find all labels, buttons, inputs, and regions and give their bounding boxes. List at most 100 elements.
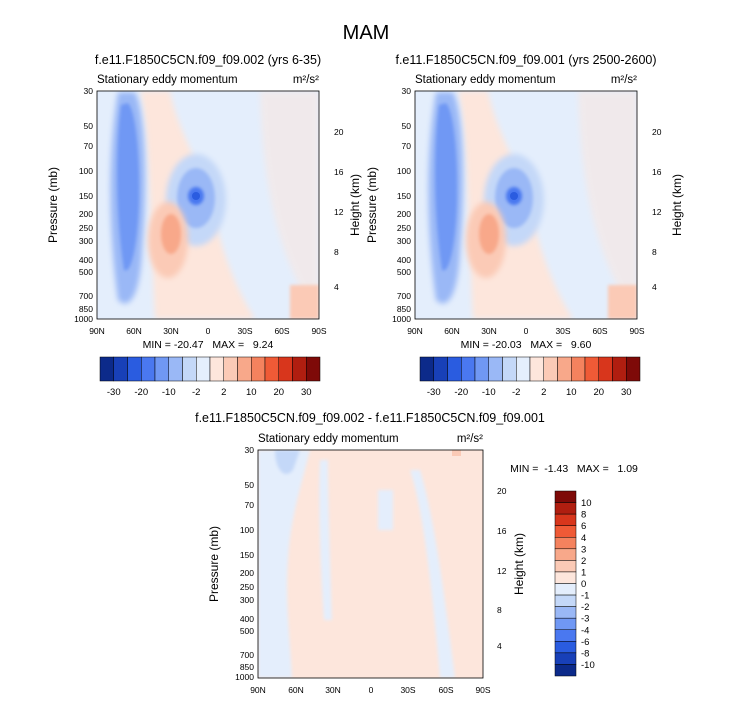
- colorbar-1-cell: [168, 356, 183, 382]
- panel-1-ytick-label: 700: [79, 291, 93, 301]
- panel-1-negative-jet-north-core: [117, 103, 140, 271]
- panel-1-ytick-label: 500: [79, 267, 93, 277]
- panel-1-ytick-label: 1000: [74, 314, 93, 324]
- colorbar-2-cell: [447, 356, 462, 382]
- panel-2-ytick-label: 30: [402, 86, 412, 96]
- colorbar-1-label: 30: [301, 387, 312, 398]
- panel-2-ytick-label: 200: [397, 209, 411, 219]
- colorbar-1-cell: [264, 356, 279, 382]
- panel-1-height-label: 8: [334, 247, 339, 257]
- colorbar-2-label: -2: [512, 387, 520, 398]
- panel-3-height-labels: 4 8 12 16 20: [497, 486, 507, 651]
- colorbar-2-label: 30: [621, 387, 632, 398]
- panel-3-ytick-label: 250: [240, 582, 254, 592]
- panel-1-ylabel-right: Height (km): [348, 174, 362, 236]
- panel-1-ytick-label: 50: [84, 121, 94, 131]
- panel-3-negative-streak-mid: [319, 460, 332, 620]
- panel-2-height-label: 12: [652, 207, 662, 217]
- colorbar-3-cell: [554, 606, 577, 619]
- panel-1-positive-band-south: [260, 91, 319, 319]
- panel-3-xtick-label: 60N: [288, 685, 304, 695]
- panel-2-negative-jet-north-core: [435, 103, 458, 271]
- colorbar-2: -30 -20 -10 -2 2 10 20 30: [419, 356, 641, 398]
- colorbar-1-label: 2: [221, 387, 226, 398]
- panel-1-ytick-labels: 30 50 70 100 150 200 250 300 400 500 700…: [74, 86, 93, 324]
- panel-1-surface-positive: [290, 285, 319, 319]
- colorbar-1-cell: [223, 356, 238, 382]
- colorbar-2-cell: [502, 356, 517, 382]
- panel-1-xtick-label: 60S: [274, 326, 289, 336]
- colorbar-2-label: -20: [454, 387, 468, 398]
- panel-1-positive-lobe-core: [161, 214, 181, 254]
- panel-3-ytick-label: 400: [240, 614, 254, 624]
- panel-3-contour-field: [258, 450, 483, 678]
- panel-2-ytick-label: 70: [402, 141, 412, 151]
- panel-3-positive-dot: [452, 450, 461, 456]
- panel-2-ytick-label: 150: [397, 191, 411, 201]
- figure-title: MAM: [343, 22, 390, 44]
- colorbar-3-cell: [554, 490, 577, 503]
- colorbar-2-cell: [529, 356, 544, 382]
- panel-2-xtick-label: 90S: [629, 326, 644, 336]
- panel-1-ytick-label: 150: [79, 191, 93, 201]
- panel-3-left-label: Stationary eddy momentum: [258, 433, 399, 445]
- panel-2-ytick-label: 1000: [392, 314, 411, 324]
- colorbar-3-label: -6: [581, 637, 589, 648]
- panel-1-xtick-label: 30S: [237, 326, 252, 336]
- colorbar-3-label: -1: [581, 591, 589, 602]
- colorbar-3-label: 0: [581, 579, 586, 590]
- panel-1-ytick-label: 30: [84, 86, 94, 96]
- colorbar-3-cell: [554, 641, 577, 654]
- colorbar-1-cell: [292, 356, 307, 382]
- colorbar-3-label: -2: [581, 602, 589, 613]
- panel-3-negative-streak-south: [410, 470, 455, 678]
- panel-2-height-label: 16: [652, 167, 662, 177]
- colorbar-2-cell: [488, 356, 503, 382]
- panel-3-xtick-label: 30S: [400, 685, 415, 695]
- colorbar-2-cell: [557, 356, 572, 382]
- panel-3-ytick-label: 100: [240, 525, 254, 535]
- panel-3-ytick-label: 850: [240, 662, 254, 672]
- panel-2-frame: [414, 90, 638, 320]
- colorbar-3-cell: [554, 548, 577, 561]
- colorbar-1-label: -30: [107, 387, 121, 398]
- panel-3-height-label: 20: [497, 486, 507, 496]
- panel-1-stats: MIN = -20.47 MAX = 9.24: [143, 339, 274, 351]
- panel-1-xtick-label: 30N: [163, 326, 179, 336]
- panel-3-xtick-labels: 90N 60N 30N 0 30S 60S 90S: [250, 685, 491, 695]
- colorbar-1-label: -10: [162, 387, 176, 398]
- colorbar-1-cell: [113, 356, 128, 382]
- panel-3-height-label: 16: [497, 526, 507, 536]
- panel-3-xtick-label: 30N: [325, 685, 341, 695]
- colorbar-1-cell: [99, 356, 114, 382]
- panel-1-xtick-label: 60N: [126, 326, 142, 336]
- colorbar-1-label: -2: [192, 387, 200, 398]
- colorbar-3-cell: [554, 537, 577, 550]
- panel-1-left-label: Stationary eddy momentum: [97, 74, 238, 86]
- colorbar-2-label: 10: [566, 387, 577, 398]
- panel-2-contour-field: [415, 91, 637, 319]
- panel-1-height-label: 20: [334, 127, 344, 137]
- colorbar-3-cell: [554, 525, 577, 538]
- panel-3-units-label: m²/s²: [457, 433, 483, 445]
- colorbar-2-label: -30: [427, 387, 441, 398]
- panel-1-ytick-label: 100: [79, 166, 93, 176]
- panel-1-xtick-label: 90S: [311, 326, 326, 336]
- panel-3-frame: [257, 449, 484, 679]
- colorbar-2-label: -10: [482, 387, 496, 398]
- colorbar-1-cell: [182, 356, 197, 382]
- panel-3-ytick-label: 300: [240, 595, 254, 605]
- colorbar-3-label: 8: [581, 510, 586, 521]
- panel-2-ytick-labels: 30 50 70 100 150 200 250 300 400 500 700…: [392, 86, 411, 324]
- colorbar-3-label: 6: [581, 521, 586, 532]
- colorbar-1-cell: [251, 356, 266, 382]
- colorbar-3-label: 10: [581, 498, 592, 509]
- panel-2-stats: MIN = -20.03 MAX = 9.60: [461, 339, 592, 351]
- colorbar-2-cell: [461, 356, 476, 382]
- panel-2-xtick-label: 30S: [555, 326, 570, 336]
- colorbar-1-cell: [127, 356, 142, 382]
- panel-2-xtick-label: 0: [524, 326, 529, 336]
- panel-1-ytick-label: 200: [79, 209, 93, 219]
- panel-3-negative-region-upper: [275, 450, 300, 474]
